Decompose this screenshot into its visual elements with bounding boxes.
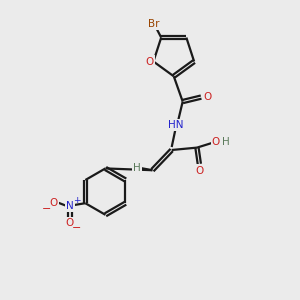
Text: +: + [73, 196, 80, 205]
Text: O: O [195, 166, 203, 176]
Text: −: − [42, 204, 52, 214]
Text: HN: HN [167, 120, 183, 130]
Text: H: H [133, 163, 141, 173]
Text: O: O [146, 56, 154, 67]
Text: O: O [212, 137, 220, 147]
Text: −: − [72, 223, 81, 233]
Text: H: H [222, 137, 230, 147]
Text: O: O [66, 218, 74, 228]
Text: N: N [66, 201, 74, 211]
Text: O: O [203, 92, 212, 102]
Text: Br: Br [148, 19, 160, 29]
Text: O: O [50, 198, 58, 208]
